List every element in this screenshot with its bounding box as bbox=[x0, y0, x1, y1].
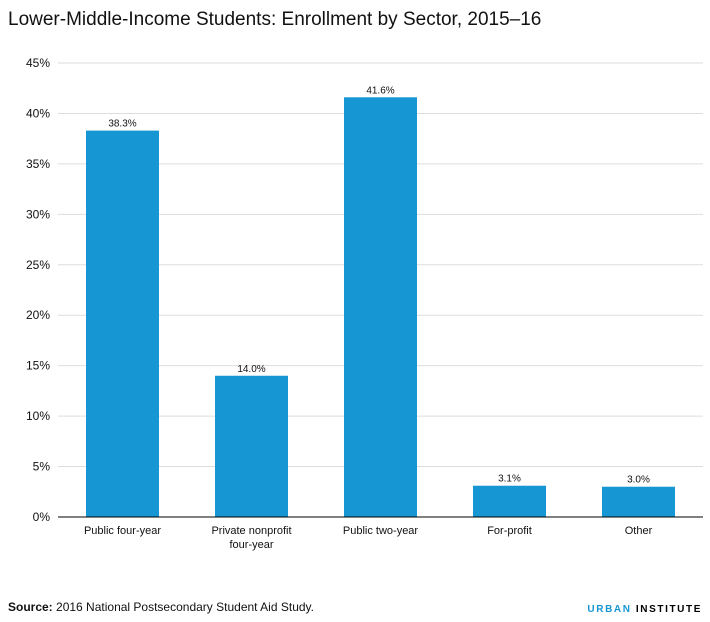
x-tick-label: For-profit bbox=[487, 525, 532, 537]
bar bbox=[86, 130, 159, 517]
source-text: 2016 National Postsecondary Student Aid … bbox=[56, 600, 314, 614]
y-tick-label: 5% bbox=[33, 460, 51, 474]
x-tick-label: Private nonprofit bbox=[211, 525, 291, 537]
data-label: 41.6% bbox=[366, 85, 394, 96]
x-tick-label: four-year bbox=[229, 539, 273, 551]
brand-institute: INSTITUTE bbox=[635, 604, 702, 615]
urban-institute-logo: URBAN INSTITUTE bbox=[587, 604, 702, 615]
data-label: 38.3% bbox=[108, 119, 136, 130]
chart-title: Lower-Middle-Income Students: Enrollment… bbox=[8, 9, 542, 30]
source-note: Source: 2016 National Postsecondary Stud… bbox=[8, 600, 314, 614]
bar bbox=[344, 97, 417, 518]
y-tick-label: 0% bbox=[33, 510, 51, 524]
y-tick-label: 20% bbox=[26, 308, 50, 322]
bar bbox=[473, 485, 546, 517]
brand-urban: URBAN bbox=[587, 604, 632, 615]
y-tick-label: 15% bbox=[26, 359, 50, 373]
bar bbox=[215, 375, 288, 517]
y-tick-label: 30% bbox=[26, 207, 50, 221]
x-tick-label: Public four-year bbox=[84, 525, 161, 537]
x-tick-label: Other bbox=[625, 525, 653, 537]
data-label: 3.0% bbox=[627, 475, 650, 486]
y-tick-label: 40% bbox=[26, 106, 50, 120]
y-tick-label: 25% bbox=[26, 258, 50, 272]
bar-chart: 0% 5% 10% 15% 20% 25% 30% 35% 40% 45% 38.3% Public … bbox=[26, 56, 703, 551]
source-label: Source: bbox=[8, 600, 53, 614]
x-tick-label: Public two-year bbox=[343, 525, 419, 537]
data-label: 14.0% bbox=[237, 364, 265, 375]
data-label: 3.1% bbox=[498, 474, 521, 485]
bar bbox=[602, 486, 675, 517]
y-tick-label: 45% bbox=[26, 56, 50, 70]
y-tick-label: 10% bbox=[26, 409, 50, 423]
y-tick-label: 35% bbox=[26, 157, 50, 171]
